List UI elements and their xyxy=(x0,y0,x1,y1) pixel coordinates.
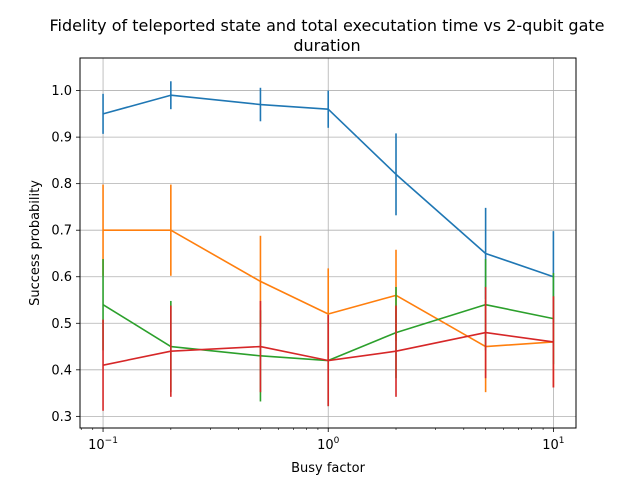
x-tick-base: 10 xyxy=(542,438,559,453)
x-tick-label: 101 xyxy=(542,436,564,453)
y-tick-label: 1.0 xyxy=(51,84,72,99)
y-tick-label: 0.6 xyxy=(51,270,72,285)
y-tick-label: 0.9 xyxy=(51,131,72,146)
y-tick-label: 0.3 xyxy=(51,410,72,425)
x-axis-label: Busy factor xyxy=(291,461,365,476)
x-tick-label: 10−1 xyxy=(88,436,118,453)
series-4 xyxy=(102,286,555,411)
x-tick-exponent: −1 xyxy=(105,436,118,446)
y-tick-label: 0.5 xyxy=(51,317,72,332)
x-tick-base: 10 xyxy=(88,438,105,453)
axis-ticks: 0.30.40.50.60.70.80.91.010−1 100 101 xyxy=(51,84,564,453)
data-series xyxy=(102,81,555,411)
y-tick-label: 0.4 xyxy=(51,363,72,378)
chart-title-line-1: Fidelity of teleported state and total e… xyxy=(49,16,604,35)
x-tick-exponent: 1 xyxy=(559,436,565,446)
x-tick-base: 10 xyxy=(317,438,334,453)
y-axis-label: Success probability xyxy=(28,180,43,306)
y-tick-label: 0.7 xyxy=(51,224,72,239)
x-tick-label: 100 xyxy=(317,436,340,453)
x-tick-exponent: 0 xyxy=(334,436,340,446)
y-tick-label: 0.8 xyxy=(51,177,72,192)
chart-title-line-2: duration xyxy=(293,36,360,55)
plot-area xyxy=(79,57,577,429)
chart-title: Fidelity of teleported state and total e… xyxy=(49,16,604,55)
